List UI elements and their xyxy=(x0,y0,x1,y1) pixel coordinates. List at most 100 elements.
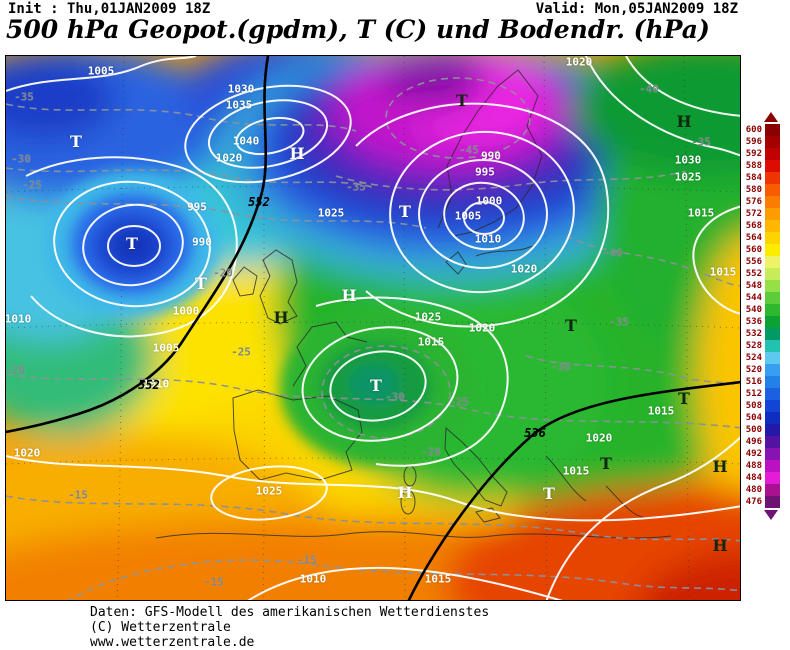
pressure-center: H xyxy=(676,112,692,131)
legend-value: 500 xyxy=(745,425,762,435)
legend-value: 476 xyxy=(745,497,762,507)
legend-row: 540 xyxy=(738,304,784,316)
legend-row: 572 xyxy=(738,208,784,220)
geopotential-main-isolines xyxy=(6,56,740,600)
isobar-label: 1015 xyxy=(562,464,590,478)
legend-row: 556 xyxy=(738,256,784,268)
isobar-label: 1025 xyxy=(255,484,283,498)
legend-arrow-up-icon xyxy=(764,112,778,122)
legend-value: 516 xyxy=(745,377,762,387)
temperature-label: -35 xyxy=(691,135,711,149)
legend-swatch xyxy=(765,424,780,436)
isobar-label: 1005 xyxy=(152,341,180,355)
legend-swatch xyxy=(765,412,780,424)
isobar-label: 1010 xyxy=(474,232,502,246)
legend-row: 512 xyxy=(738,388,784,400)
pressure-center: T xyxy=(600,454,612,473)
legend-value: 580 xyxy=(745,185,762,195)
legend-row: 596 xyxy=(738,136,784,148)
isobar-label: 1010 xyxy=(5,312,32,326)
legend-arrow-down-icon xyxy=(764,510,778,520)
pressure-center: H xyxy=(397,483,413,502)
temperature-label: -35 xyxy=(14,90,34,104)
legend-value: 584 xyxy=(745,173,762,183)
isobar-label: 1000 xyxy=(172,304,200,318)
footer: Daten: GFS-Modell des amerikanischen Wet… xyxy=(90,605,489,650)
legend-value: 508 xyxy=(745,401,762,411)
isobar-label: 1005 xyxy=(454,209,482,223)
temperature-label: -30 xyxy=(551,360,571,374)
map-graphic xyxy=(6,56,740,600)
legend-swatch xyxy=(765,496,780,508)
legend-value: 532 xyxy=(745,329,762,339)
legend-row: 480 xyxy=(738,484,784,496)
legend-row: 592 xyxy=(738,148,784,160)
legend-value: 480 xyxy=(745,485,762,495)
legend-row: 520 xyxy=(738,364,784,376)
legend-row: 544 xyxy=(738,292,784,304)
temperature-label: -15 xyxy=(204,575,224,589)
legend-row: 580 xyxy=(738,184,784,196)
legend-swatch xyxy=(765,400,780,412)
legend-swatch xyxy=(765,124,780,136)
isobar-label: 1020 xyxy=(565,55,593,69)
isobar-label: 1030 xyxy=(227,82,255,96)
legend-value: 544 xyxy=(745,293,762,303)
pressure-center: H xyxy=(289,144,305,163)
legend-swatch xyxy=(765,280,780,292)
isobar-label: 1025 xyxy=(674,170,702,184)
temperature-label: -35 xyxy=(346,180,366,194)
legend-row: 500 xyxy=(738,424,784,436)
isobar-label: 1015 xyxy=(417,335,445,349)
legend-row: 484 xyxy=(738,472,784,484)
legend-row: 508 xyxy=(738,400,784,412)
temperature-label: -40 xyxy=(639,82,659,96)
legend-value: 540 xyxy=(745,305,762,315)
legend-value: 548 xyxy=(745,281,762,291)
legend-swatch xyxy=(765,484,780,496)
legend-row: 588 xyxy=(738,160,784,172)
geopotential-label: 552 xyxy=(138,378,160,392)
legend-swatch xyxy=(765,364,780,376)
legend-rows: 600 596 592 588 584 580 576 572 568 564 560 556 552 5… xyxy=(738,124,784,508)
legend-value: 556 xyxy=(745,257,762,267)
legend-row: 552 xyxy=(738,268,784,280)
isobar-label: 995 xyxy=(187,200,207,214)
temperature-label: -40 xyxy=(603,246,623,260)
init-time: Init : Thu,01JAN2009 18Z xyxy=(8,1,211,17)
temperature-label: -25 xyxy=(22,178,42,192)
legend-row: 548 xyxy=(738,280,784,292)
legend-value: 520 xyxy=(745,365,762,375)
legend-swatch xyxy=(765,316,780,328)
temperature-label: -25 xyxy=(449,395,469,409)
legend-swatch xyxy=(765,340,780,352)
legend-value: 568 xyxy=(745,221,762,231)
legend-value: 488 xyxy=(745,461,762,471)
legend-swatch xyxy=(765,328,780,340)
legend-row: 532 xyxy=(738,328,784,340)
legend-value: 484 xyxy=(745,473,762,483)
coastlines xyxy=(155,69,672,539)
pressure-center: T xyxy=(370,376,382,395)
isobar-label: 1020 xyxy=(215,151,243,165)
isobar-label: 995 xyxy=(475,165,495,179)
legend-value: 596 xyxy=(745,137,762,147)
legend-swatch xyxy=(765,268,780,280)
legend-swatch xyxy=(765,460,780,472)
pressure-center: T xyxy=(678,389,690,408)
legend-swatch xyxy=(765,196,780,208)
isobar-label: 1015 xyxy=(424,572,452,586)
legend-swatch xyxy=(765,256,780,268)
legend-value: 492 xyxy=(745,449,762,459)
legend-swatch xyxy=(765,292,780,304)
color-scale-legend: 600 596 592 588 584 580 576 572 568 564 560 556 552 5… xyxy=(738,112,784,520)
isobar-label: 1040 xyxy=(232,134,260,148)
legend-swatch xyxy=(765,448,780,460)
isobar-label: 1030 xyxy=(674,153,702,167)
footer-source: Daten: GFS-Modell des amerikanischen Wet… xyxy=(90,605,490,620)
map-labels-layer: 1005 1030 1035 1040 1020 995 990 1000 1005 1010 10… xyxy=(6,56,740,600)
isobar-label: 1010 xyxy=(299,572,327,586)
pressure-center: T xyxy=(565,316,577,335)
legend-swatch xyxy=(765,304,780,316)
